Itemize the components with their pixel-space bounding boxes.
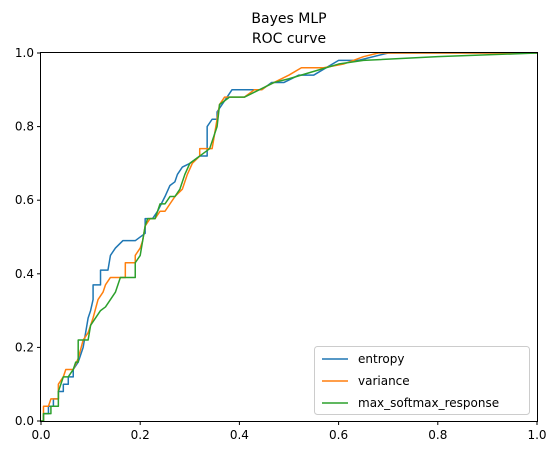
- plot-frame: [40, 52, 538, 422]
- legend-label-max-softmax-response: max_softmax_response: [358, 396, 499, 410]
- x-tick-label: 1.0: [527, 428, 546, 442]
- x-tick-label: 0.2: [131, 428, 150, 442]
- x-axis-ticks: 0.0 0.2 0.4 0.6 0.8 1.0: [31, 421, 547, 442]
- legend: entropy variance max_softmax_response: [314, 346, 530, 415]
- y-tick-label: 0.0: [15, 414, 34, 428]
- y-axis-ticks: 0.0 0.2 0.4 0.6 0.8 1.0: [15, 46, 41, 428]
- y-tick-label: 0.8: [15, 120, 34, 134]
- y-tick-label: 1.0: [15, 46, 34, 60]
- y-tick-label: 0.6: [15, 193, 34, 207]
- chart-title-line-2: ROC curve: [252, 31, 326, 47]
- plot-lines: [41, 52, 538, 422]
- x-tick-label: 0.8: [428, 428, 447, 442]
- legend-box: [314, 346, 530, 415]
- x-tick-label: 0.0: [31, 428, 50, 442]
- legend-label-variance: variance: [358, 374, 410, 388]
- y-tick-label: 0.4: [15, 267, 34, 281]
- series-line-max-softmax-response: [41, 52, 538, 422]
- y-tick-label: 0.2: [15, 340, 34, 354]
- legend-label-entropy: entropy: [358, 352, 404, 366]
- x-tick-label: 0.4: [230, 428, 249, 442]
- chart-title-line-1: Bayes MLP: [251, 11, 326, 27]
- x-tick-label: 0.6: [329, 428, 348, 442]
